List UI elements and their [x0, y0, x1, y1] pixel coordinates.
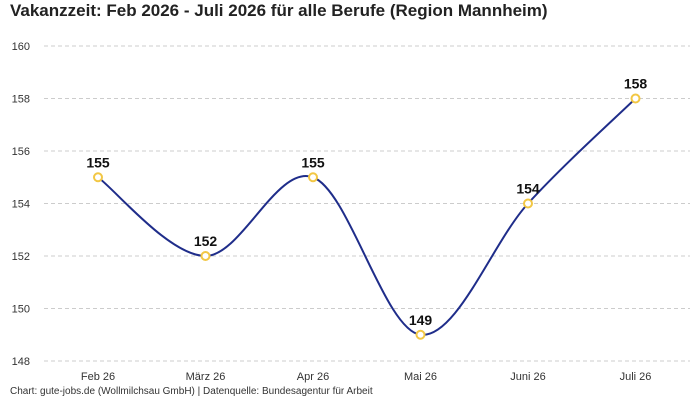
x-tick-label: Juni 26 — [510, 371, 545, 383]
grid-lines — [44, 45, 690, 362]
data-point — [93, 172, 103, 183]
data-point — [630, 93, 641, 104]
x-tick-label: Feb 26 — [81, 371, 115, 383]
data-label: 155 — [86, 154, 110, 170]
chart-source-note: Chart: gute-jobs.de (Wollmilchsau GmbH) … — [10, 386, 373, 397]
data-label: 155 — [301, 154, 325, 170]
chart-title: Vakanzzeit: Feb 2026 - Juli 2026 für all… — [10, 1, 548, 20]
x-tick-label: Juli 26 — [620, 371, 652, 383]
data-points — [93, 93, 641, 340]
x-tick-label: Apr 26 — [297, 371, 329, 383]
y-axis-ticks: 148 150 152 154 156 158 160 — [12, 41, 30, 368]
data-point — [415, 329, 426, 340]
series-line — [97, 97, 637, 336]
x-tick-label: Mai 26 — [404, 371, 437, 383]
data-label: 152 — [194, 233, 218, 249]
y-tick-label: 152 — [12, 251, 30, 263]
data-point — [308, 172, 318, 183]
data-label: 149 — [409, 312, 433, 328]
y-tick-label: 150 — [12, 304, 30, 316]
x-axis-ticks: Feb 26 März 26 Apr 26 Mai 26 Juni 26 Juli 26 — [81, 371, 652, 383]
y-tick-label: 156 — [12, 146, 30, 158]
y-tick-label: 148 — [12, 356, 30, 368]
y-tick-label: 154 — [12, 199, 30, 211]
data-label: 158 — [624, 76, 648, 92]
y-tick-label: 158 — [12, 94, 30, 106]
data-label: 154 — [516, 181, 540, 197]
data-point — [200, 251, 211, 261]
data-labels: 155 152 155 149 154 158 — [86, 76, 647, 328]
data-point — [523, 198, 533, 209]
y-tick-label: 160 — [12, 41, 30, 53]
x-tick-label: März 26 — [186, 371, 226, 383]
